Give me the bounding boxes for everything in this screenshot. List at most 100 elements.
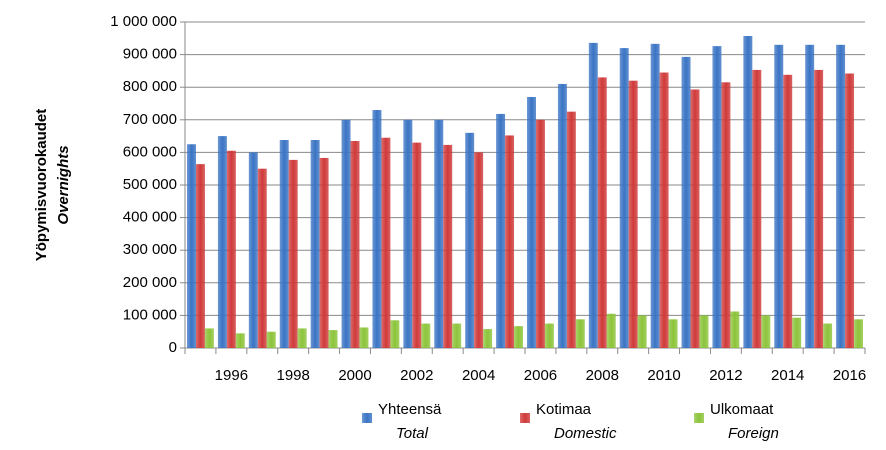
bar [483, 329, 493, 348]
bar [575, 319, 585, 348]
legend-swatch [520, 413, 530, 423]
x-tick-label: 2012 [709, 367, 742, 384]
bar [350, 140, 360, 348]
bar [297, 328, 307, 348]
bar [372, 110, 382, 349]
legend-label-en: Total [396, 425, 429, 442]
bar [721, 82, 731, 348]
x-tick-label: 2006 [524, 367, 557, 384]
y-tick-label: 700 000 [123, 111, 177, 128]
bar [668, 319, 678, 348]
bar [421, 323, 431, 348]
legend-label-en: Foreign [728, 425, 779, 442]
y-axis-label: Yöpymisvuorokaudet [33, 109, 50, 262]
legend-label-en: Domestic [554, 425, 617, 442]
bar [187, 144, 196, 348]
bar [854, 319, 863, 348]
x-tick-label: 2002 [400, 367, 433, 384]
bar [544, 323, 554, 348]
bar [792, 317, 802, 348]
bar [690, 89, 700, 349]
bar [452, 323, 462, 348]
y-tick-label: 0 [169, 339, 177, 356]
bar [535, 119, 545, 348]
x-tick-label: 2008 [586, 367, 619, 384]
x-tick-label: 2010 [647, 367, 680, 384]
y-tick-label: 900 000 [123, 46, 177, 63]
legend-label: Yhteensä [378, 401, 442, 418]
x-tick-label: 2000 [338, 367, 371, 384]
bar [328, 330, 338, 348]
bar [588, 42, 598, 348]
bar [805, 44, 815, 348]
bar [597, 77, 607, 349]
bar [359, 327, 369, 348]
bar [527, 96, 536, 348]
bar [743, 36, 753, 348]
bar [606, 313, 616, 348]
legend-label: Kotimaa [536, 401, 592, 418]
bar [836, 44, 846, 348]
y-axis-label-en: Overnights [55, 145, 72, 224]
x-tick-label: 2014 [771, 367, 804, 384]
y-tick-label: 300 000 [123, 241, 177, 258]
bar [434, 119, 444, 348]
bar [474, 152, 484, 348]
bar [310, 140, 320, 348]
bar [496, 113, 506, 348]
y-tick-label: 500 000 [123, 176, 177, 193]
bar [403, 119, 413, 348]
y-tick-label: 1 000 000 [110, 13, 177, 30]
legend-swatch [362, 413, 372, 423]
legend-label: Ulkomaat [710, 401, 774, 418]
bar [637, 315, 647, 348]
bar [681, 56, 691, 349]
bar [566, 111, 576, 349]
bar [730, 311, 740, 348]
legend-swatch [694, 413, 704, 423]
bar [774, 44, 784, 348]
bar [235, 333, 245, 348]
bar [443, 144, 453, 348]
y-tick-label: 600 000 [123, 143, 177, 160]
bar [699, 315, 709, 348]
bar [412, 142, 422, 348]
y-tick-label: 800 000 [123, 78, 177, 95]
bar [319, 157, 329, 348]
bar [557, 83, 567, 348]
bar [628, 80, 638, 349]
bar [823, 323, 833, 348]
bar [650, 43, 660, 348]
bar [814, 69, 824, 348]
bar [465, 132, 475, 348]
bar [783, 74, 793, 348]
bar [845, 73, 855, 349]
bar [514, 326, 523, 348]
bar [752, 69, 762, 348]
bar [390, 320, 400, 348]
bar [505, 135, 515, 348]
y-tick-label: 100 000 [123, 306, 177, 323]
bar [381, 137, 391, 348]
bar [659, 72, 669, 348]
bar [341, 119, 351, 348]
x-tick-label: 2016 [833, 367, 866, 384]
bar [712, 46, 722, 349]
x-tick-label: 2004 [462, 367, 495, 384]
bar [761, 315, 771, 348]
bar [257, 168, 267, 348]
bar [619, 48, 629, 349]
bar [248, 152, 258, 348]
y-tick-label: 400 000 [123, 209, 177, 226]
bar [195, 164, 205, 348]
x-tick-label: 1996 [215, 367, 248, 384]
y-tick-label: 200 000 [123, 274, 177, 291]
bar [217, 136, 227, 348]
bar [279, 140, 289, 348]
bar [266, 331, 276, 348]
bar [288, 159, 298, 348]
bar [204, 328, 214, 348]
bar [226, 150, 236, 348]
x-tick-label: 1998 [276, 367, 309, 384]
